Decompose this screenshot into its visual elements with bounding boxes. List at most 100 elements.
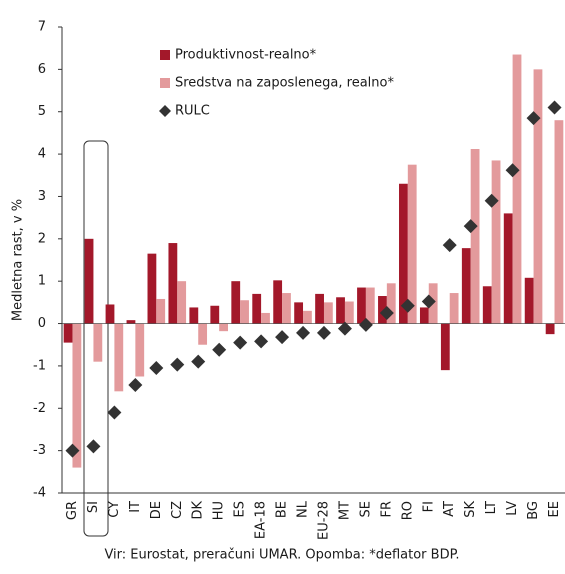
bar — [126, 320, 136, 324]
bar — [177, 281, 187, 324]
bar — [378, 296, 387, 324]
y-tick-label: -4 — [33, 486, 46, 501]
x-tick-label: BG — [526, 501, 541, 520]
x-tick-label: GR — [65, 501, 80, 520]
bar — [114, 323, 124, 392]
bar — [273, 280, 283, 324]
diamond-marker — [107, 405, 122, 420]
diamond-marker — [400, 298, 415, 313]
bar — [315, 293, 324, 324]
diamond-marker — [337, 321, 352, 336]
bar — [440, 323, 450, 371]
diamond-marker — [358, 317, 373, 332]
diamond-marker — [547, 100, 562, 115]
diamond-marker — [212, 342, 227, 357]
x-tick-label: FI — [421, 501, 436, 512]
x-tick-label: RO — [400, 501, 415, 520]
y-tick-label: 6 — [38, 62, 46, 77]
bar — [135, 323, 145, 377]
legend-swatch — [160, 50, 170, 60]
x-tick-label: CY — [107, 501, 122, 518]
bar — [512, 54, 522, 324]
highlight-box — [83, 140, 109, 537]
bar — [554, 120, 564, 324]
bar — [344, 301, 354, 324]
diamond-marker — [128, 377, 143, 392]
bar — [399, 183, 408, 324]
y-tick-label: 7 — [38, 20, 46, 35]
bar — [168, 243, 178, 324]
bar — [156, 298, 166, 324]
diamond-marker — [149, 361, 164, 376]
diamond-marker — [254, 334, 269, 349]
bar — [147, 253, 157, 324]
diamond-marker — [296, 325, 311, 340]
y-tick-label: -1 — [33, 358, 46, 373]
bar — [524, 277, 534, 324]
x-tick-label: CZ — [170, 501, 185, 519]
bar — [240, 300, 249, 324]
x-tick-label: AT — [442, 501, 457, 517]
bar — [93, 323, 103, 362]
bar — [303, 310, 312, 324]
bar — [533, 69, 543, 324]
bar — [470, 149, 480, 324]
y-tick-label: -3 — [33, 443, 46, 458]
legend-swatch — [160, 78, 170, 88]
x-tick-label: EA-18 — [254, 501, 269, 539]
diamond-marker — [505, 163, 520, 178]
diamond-marker — [421, 294, 436, 309]
bar — [461, 248, 471, 324]
bar — [449, 293, 459, 324]
x-tick-label: EU-28 — [316, 501, 331, 540]
x-tick-label: DE — [149, 501, 164, 519]
bar — [294, 302, 304, 324]
bar — [357, 287, 366, 324]
x-tick-label: FR — [379, 501, 394, 518]
bar — [503, 213, 513, 324]
x-tick-label: LV — [505, 501, 520, 516]
x-tick-label: IT — [128, 501, 143, 513]
bar — [231, 281, 241, 324]
y-tick-label: -2 — [33, 401, 46, 416]
y-tick-label: 5 — [38, 104, 46, 119]
x-tick-label: DK — [191, 501, 206, 520]
bar — [545, 323, 555, 335]
legend-swatch — [159, 105, 171, 117]
bar — [63, 323, 73, 343]
x-tick-label: MT — [337, 501, 352, 520]
bar — [72, 323, 82, 468]
y-tick-label: 4 — [38, 147, 46, 162]
bar — [491, 160, 501, 324]
diamond-marker — [86, 439, 101, 454]
diamond-marker — [526, 111, 541, 126]
x-tick-label: ES — [233, 501, 248, 517]
bar — [210, 305, 220, 324]
x-tick-label: EE — [547, 501, 562, 517]
diamond-marker — [463, 219, 478, 234]
x-tick-label: SI — [86, 501, 101, 513]
diamond-marker — [442, 238, 457, 253]
bar — [282, 293, 291, 324]
x-tick-label: NL — [296, 500, 311, 518]
legend-label: Sredstva na zaposlenega, realno* — [175, 76, 394, 91]
bar — [419, 307, 429, 324]
x-tick-label: LT — [484, 501, 499, 514]
source-note: Vir: Eurostat, preračuni UMAR. Opomba: *… — [104, 548, 459, 563]
x-tick-label: BE — [275, 501, 290, 518]
x-tick-label: HU — [212, 501, 227, 520]
bar — [336, 297, 345, 324]
bar — [198, 323, 208, 345]
diamond-marker — [170, 357, 185, 372]
bar — [482, 286, 492, 324]
diamond-marker — [233, 335, 248, 350]
legend-label: RULC — [175, 104, 210, 119]
diamond-marker — [484, 193, 499, 208]
y-tick-label: 2 — [38, 231, 46, 246]
y-tick-label: 1 — [38, 274, 46, 289]
diamond-marker — [65, 443, 80, 458]
diamond-marker — [316, 325, 331, 340]
bar — [105, 304, 115, 324]
bar — [189, 307, 199, 324]
y-tick-label: 3 — [38, 189, 46, 204]
